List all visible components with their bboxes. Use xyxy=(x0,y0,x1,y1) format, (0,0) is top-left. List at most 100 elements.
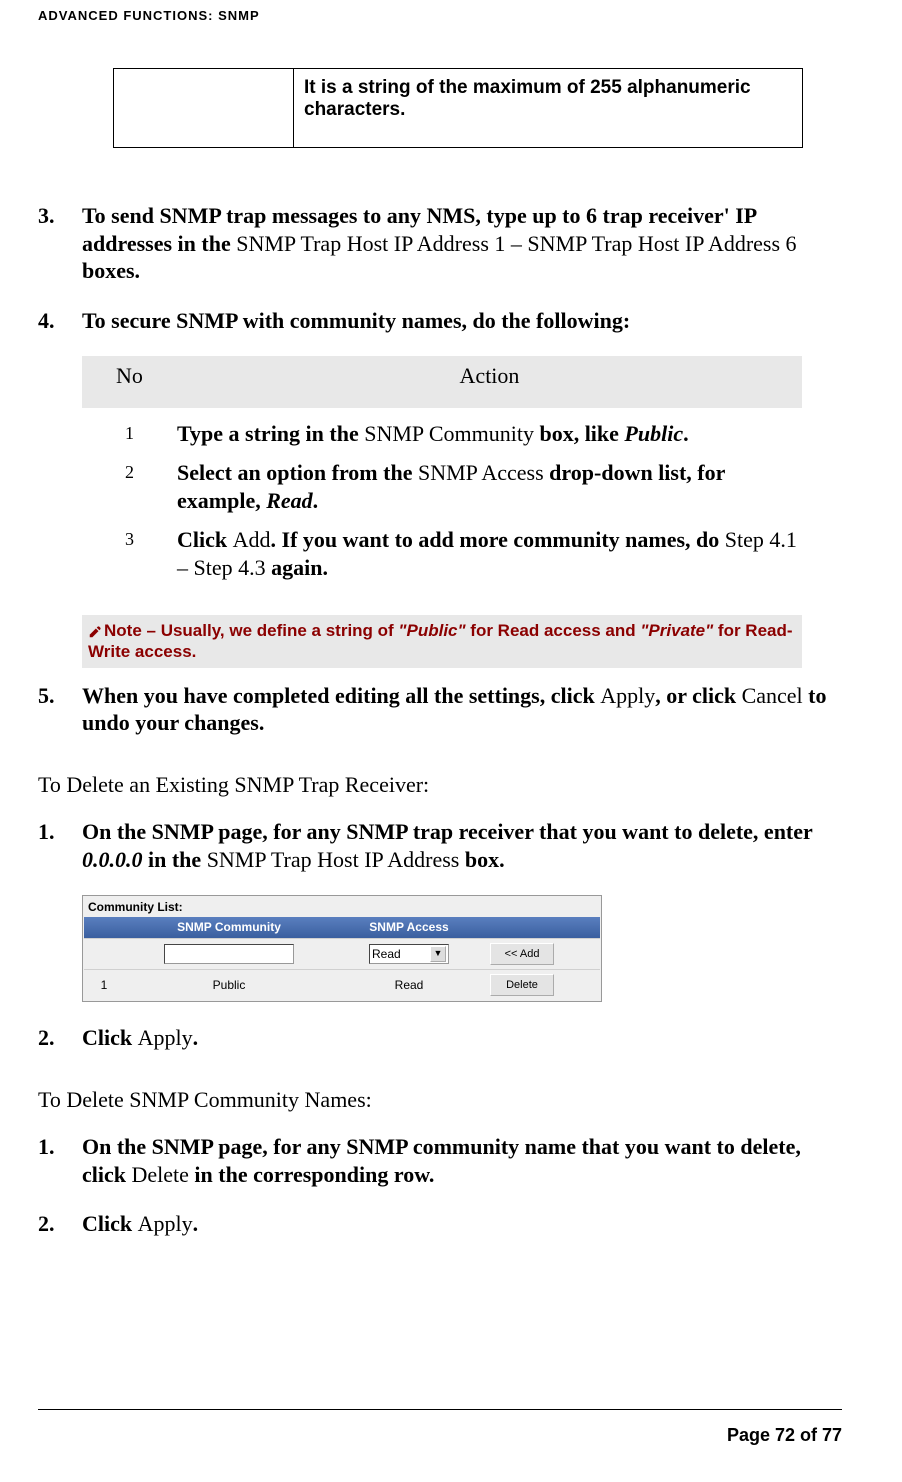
text: boxes. xyxy=(82,258,140,283)
t: . If you want to add more community name… xyxy=(271,527,725,552)
add-button[interactable]: << Add xyxy=(490,943,554,965)
t: in the xyxy=(143,847,207,872)
community-list-widget: Community List: SNMP Community SNMP Acce… xyxy=(82,895,602,1002)
step-body: On the SNMP page, for any SNMP trap rece… xyxy=(82,818,842,873)
action-row: 3 Click Add. If you want to add more com… xyxy=(82,514,802,581)
snmp-community-input[interactable] xyxy=(164,944,294,964)
step-number: 1. xyxy=(38,1133,82,1188)
chevron-down-icon: ▼ xyxy=(430,946,446,962)
t: Type a string in the xyxy=(177,421,364,446)
page-header: ADVANCED FUNCTIONS: SNMP xyxy=(38,8,842,23)
step-body: Click Apply. xyxy=(82,1210,842,1238)
action-table-header: No Action xyxy=(82,356,802,408)
t: for Read access and xyxy=(466,621,641,640)
step-number: 5. xyxy=(38,682,82,737)
delete-button[interactable]: Delete xyxy=(490,974,554,996)
select-value: Read xyxy=(372,947,401,962)
step-3: 3. To send SNMP trap messages to any NMS… xyxy=(38,202,842,285)
blank xyxy=(84,950,124,958)
step-number: 2. xyxy=(38,1024,82,1052)
footer-rule xyxy=(38,1409,842,1410)
row-number: 1 xyxy=(84,974,124,997)
step-body: Click Apply. xyxy=(82,1024,842,1052)
action-row-no: 3 xyxy=(82,526,177,581)
t: "Public" xyxy=(398,621,465,640)
t: Public xyxy=(624,421,683,446)
community-input-row: Read ▼ << Add xyxy=(84,938,600,969)
blank-col xyxy=(84,917,124,938)
action-row-text: Click Add. If you want to add more commu… xyxy=(177,526,802,581)
info-box-text: It is a string of the maximum of 255 alp… xyxy=(294,69,803,148)
community-list-title: Community List: xyxy=(84,897,600,917)
t: Apply xyxy=(138,1025,193,1050)
t: On the SNMP page, for any SNMP trap rece… xyxy=(82,819,812,844)
t: Click xyxy=(177,527,233,552)
t: again. xyxy=(271,555,328,580)
note-box: Note – Usually, we define a string of "P… xyxy=(82,615,802,668)
t: box, like xyxy=(539,421,624,446)
subheading-delete-community: To Delete SNMP Community Names: xyxy=(38,1086,842,1114)
action-table: No Action 1 Type a string in the SNMP Co… xyxy=(82,356,802,581)
t: , or click xyxy=(655,683,741,708)
info-box-table: It is a string of the maximum of 255 alp… xyxy=(113,68,803,148)
subheading-delete-receiver: To Delete an Existing SNMP Trap Receiver… xyxy=(38,771,842,799)
t: – xyxy=(142,621,161,640)
row-access: Read xyxy=(334,974,484,997)
t: . xyxy=(313,488,319,513)
t: Delete xyxy=(132,1162,189,1187)
t: Click xyxy=(82,1211,138,1236)
text: To secure SNMP with community names, do … xyxy=(82,308,630,333)
step-5: 5. When you have completed editing all t… xyxy=(38,682,842,737)
col-snmp-access: SNMP Access xyxy=(334,917,484,938)
t: Cancel xyxy=(742,683,803,708)
step-number: 1. xyxy=(38,818,82,873)
t: Add xyxy=(233,527,271,552)
t: box. xyxy=(465,847,505,872)
col-header-action: Action xyxy=(177,362,802,390)
step-body: On the SNMP page, for any SNMP community… xyxy=(82,1133,842,1188)
t: SNMP Access xyxy=(418,460,549,485)
t: When you have completed editing all the … xyxy=(82,683,600,708)
row-community: Public xyxy=(124,974,334,997)
step-body: To send SNMP trap messages to any NMS, t… xyxy=(82,202,842,285)
t: Apply xyxy=(600,683,655,708)
text: SNMP Trap Host IP Address 1 – SNMP Trap … xyxy=(236,231,796,256)
pencil-icon xyxy=(88,625,102,639)
col-snmp-community: SNMP Community xyxy=(124,917,334,938)
blank-col xyxy=(484,917,600,938)
t: . xyxy=(193,1025,199,1050)
delete-receiver-step-2: 2. Click Apply. xyxy=(38,1024,842,1052)
t: SNMP Community xyxy=(364,421,539,446)
t: SNMP Trap Host IP Address xyxy=(207,847,465,872)
action-row-no: 2 xyxy=(82,459,177,514)
step-number: 4. xyxy=(38,307,82,335)
step-number: 2. xyxy=(38,1210,82,1238)
col-header-no: No xyxy=(82,362,177,390)
delete-community-step-2: 2. Click Apply. xyxy=(38,1210,842,1238)
page-number: Page 72 of 77 xyxy=(727,1425,842,1446)
t: 0.0.0.0 xyxy=(82,847,143,872)
action-row: 2 Select an option from the SNMP Access … xyxy=(82,447,802,514)
action-row-no: 1 xyxy=(82,420,177,448)
community-data-row: 1 Public Read Delete xyxy=(84,969,600,1000)
step-body: When you have completed editing all the … xyxy=(82,682,842,737)
info-box-left-cell xyxy=(114,69,294,148)
t: . xyxy=(683,421,689,446)
delete-community-step-1: 1. On the SNMP page, for any SNMP commun… xyxy=(38,1133,842,1188)
action-row: 1 Type a string in the SNMP Community bo… xyxy=(82,408,802,448)
t: in the corresponding row. xyxy=(189,1162,435,1187)
t: Click xyxy=(82,1025,138,1050)
step-4: 4. To secure SNMP with community names, … xyxy=(38,307,842,335)
t: Select an option from the xyxy=(177,460,418,485)
note-label: Note xyxy=(104,621,142,640)
t: "Private" xyxy=(640,621,713,640)
step-number: 3. xyxy=(38,202,82,285)
t: Apply xyxy=(138,1211,193,1236)
t: Usually, we define a string of xyxy=(161,621,399,640)
community-list-header: SNMP Community SNMP Access xyxy=(84,917,600,938)
step-body: To secure SNMP with community names, do … xyxy=(82,307,842,335)
t: Read xyxy=(266,488,312,513)
t: . xyxy=(193,1211,199,1236)
action-row-text: Type a string in the SNMP Community box,… xyxy=(177,420,802,448)
snmp-access-select[interactable]: Read ▼ xyxy=(369,944,449,964)
